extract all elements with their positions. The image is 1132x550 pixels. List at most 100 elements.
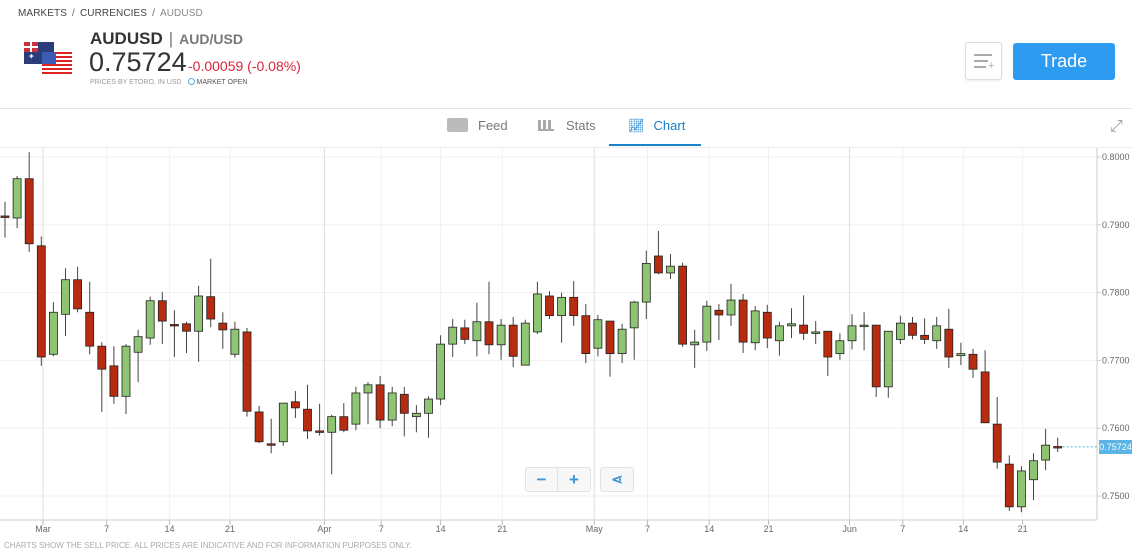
candle-up xyxy=(387,392,397,421)
candle-down xyxy=(315,430,325,433)
candle-down xyxy=(871,324,881,388)
candle-down xyxy=(460,327,470,340)
candle-down xyxy=(206,296,216,320)
candle-down xyxy=(290,401,300,409)
y-tick-label: 0.7700 xyxy=(1102,355,1130,365)
y-tick-label: 0.7800 xyxy=(1102,288,1130,298)
x-tick-label: 7 xyxy=(900,524,905,534)
candle-down xyxy=(266,443,276,446)
candle-down xyxy=(714,309,724,316)
candle-down xyxy=(508,324,518,357)
fullscreen-expand-icon[interactable]: ⤢ xyxy=(1110,118,1123,135)
tab-chart-label: Chart xyxy=(653,118,686,133)
candle-down xyxy=(218,322,228,331)
breadcrumb-currencies[interactable]: CURRENCIES xyxy=(79,8,148,19)
y-tick-label: 0.8000 xyxy=(1102,152,1130,162)
candle-down xyxy=(654,255,663,274)
breadcrumb-markets[interactable]: MARKETS xyxy=(18,8,68,19)
candle-down xyxy=(303,408,312,432)
candle-up xyxy=(1017,470,1026,508)
candlestick-chart[interactable]: 0.8000 0.7900 0.7800 0.7700 0.7600 0.7500 Mar 7… xyxy=(0,147,1132,537)
x-tick-label: May xyxy=(586,524,604,534)
tab-chart[interactable]: 📈︎ Chart xyxy=(628,112,685,146)
add-to-watchlist-button[interactable]: + xyxy=(965,42,1002,80)
candle-up xyxy=(278,402,288,443)
candle-up xyxy=(859,324,869,328)
candle-up xyxy=(956,353,966,357)
candle-up xyxy=(327,416,337,433)
share-icon: ⋖ xyxy=(611,471,623,487)
tab-feed[interactable]: Feed xyxy=(447,112,508,146)
candle-down xyxy=(73,279,82,310)
breadcrumb-current: AUDUSD xyxy=(159,8,203,19)
candle-down xyxy=(545,295,554,317)
candle-up xyxy=(787,323,796,327)
instrument-title: AUDUSD | AUD/USD xyxy=(90,29,243,48)
candle-up xyxy=(666,265,675,274)
x-tick-label: 7 xyxy=(379,524,384,534)
pair-name: AUD/USD xyxy=(179,31,243,47)
candle-up xyxy=(533,293,542,333)
divider xyxy=(0,108,1132,109)
x-tick-label: 21 xyxy=(764,524,774,534)
candle-up xyxy=(424,398,433,414)
candle-down xyxy=(399,393,409,414)
candle-up xyxy=(351,392,361,425)
candle-down xyxy=(24,178,34,245)
candle-up xyxy=(702,305,712,343)
candle-down xyxy=(968,353,978,370)
candle-up xyxy=(49,311,58,355)
candle-down xyxy=(97,345,107,370)
candle-up xyxy=(520,322,530,366)
x-tick-label: 21 xyxy=(497,524,507,534)
candle-up xyxy=(775,325,784,342)
x-tick-label: 21 xyxy=(1018,524,1028,534)
candle-down xyxy=(36,245,46,358)
zoom-out-button[interactable]: − xyxy=(526,468,558,491)
candle-down xyxy=(169,324,179,327)
active-tab-indicator xyxy=(609,144,701,146)
zoom-in-button[interactable]: + xyxy=(569,470,579,489)
market-status: MARKET OPEN xyxy=(196,79,248,86)
candle-down xyxy=(0,215,10,218)
candle-down xyxy=(581,315,591,355)
candle-down xyxy=(678,265,687,345)
candle-up xyxy=(750,310,760,344)
candle-down xyxy=(484,321,494,346)
aud-usd-flags-icon xyxy=(24,42,72,76)
candle-up xyxy=(121,345,131,397)
x-tick-label: Apr xyxy=(317,524,331,534)
disclaimer: CHARTS SHOW THE SELL PRICE. ALL PRICES A… xyxy=(4,541,412,550)
stats-icon xyxy=(538,120,554,131)
candle-down xyxy=(242,331,252,412)
symbol: AUDUSD xyxy=(90,29,163,48)
candle-down xyxy=(605,320,615,355)
candle-up xyxy=(496,324,506,346)
candle-up xyxy=(448,326,458,345)
candle-up xyxy=(726,299,736,316)
tab-stats[interactable]: Stats xyxy=(538,112,596,146)
share-button[interactable]: ⋖ xyxy=(600,467,634,492)
candle-up xyxy=(436,343,446,400)
candle-up xyxy=(1041,444,1050,461)
candle-down xyxy=(908,322,917,336)
y-tick-label: 0.7600 xyxy=(1102,423,1130,433)
candle-up xyxy=(145,300,155,339)
candle-down xyxy=(762,311,772,339)
candle-up xyxy=(811,331,821,334)
x-tick-label: 14 xyxy=(165,524,175,534)
candle-down xyxy=(157,300,167,322)
candle-up xyxy=(932,325,942,342)
prices-by-label: PRICES BY ETORO, IN USD xyxy=(90,79,182,86)
current-price: 0.75724 xyxy=(89,47,187,77)
y-tick-label: 0.7900 xyxy=(1102,220,1130,230)
candle-up xyxy=(896,322,905,340)
candle-up xyxy=(230,328,240,355)
candle-down xyxy=(569,296,579,317)
candle-down xyxy=(375,384,385,421)
trade-button[interactable]: Trade xyxy=(1013,43,1115,80)
candle-down xyxy=(85,311,95,347)
x-tick-label: 7 xyxy=(104,524,109,534)
candle-up xyxy=(617,328,627,355)
candle-up xyxy=(557,296,566,317)
